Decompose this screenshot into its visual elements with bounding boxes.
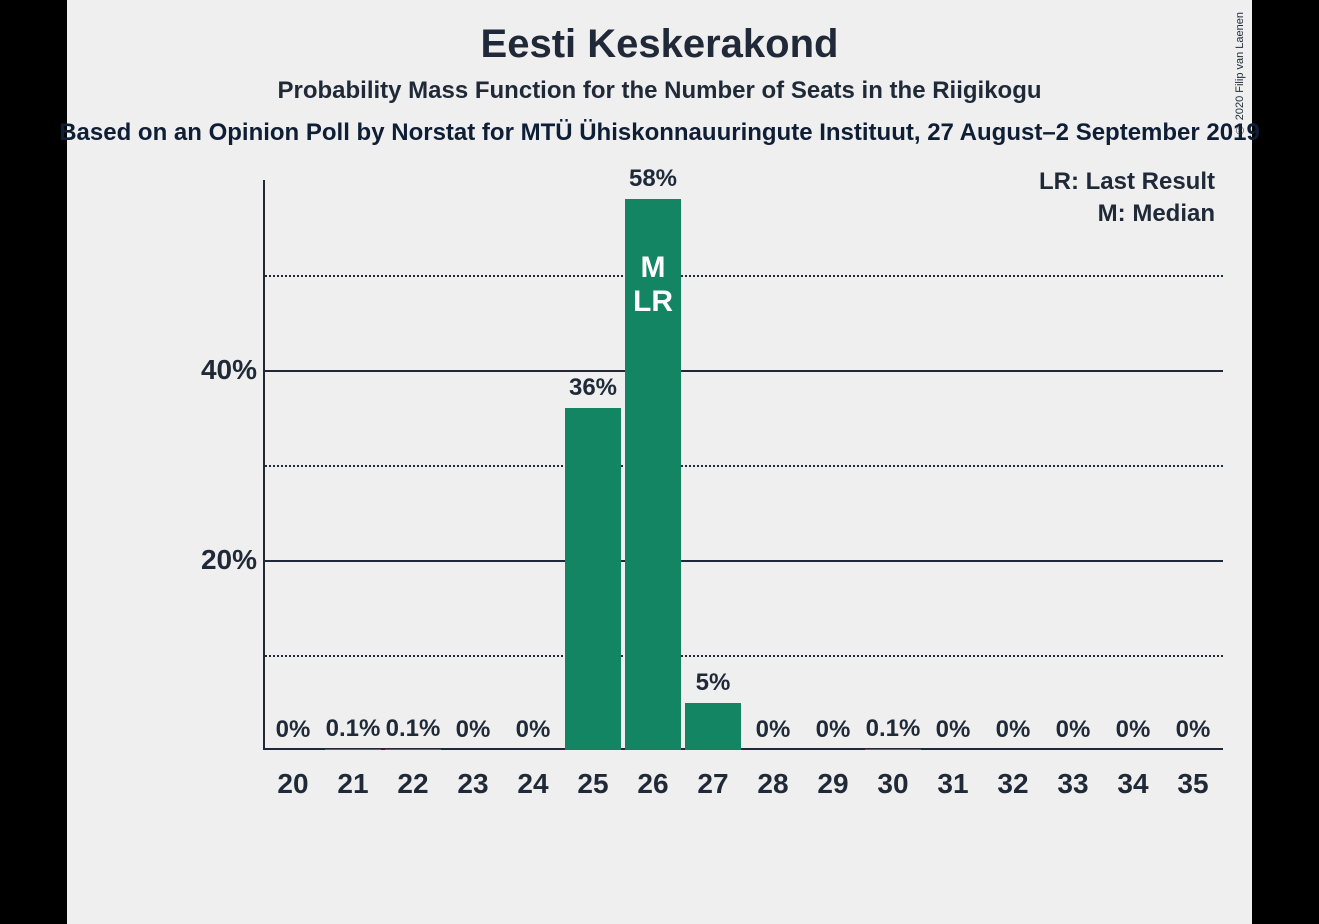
x-axis-label: 26 xyxy=(623,768,683,800)
x-axis-label: 27 xyxy=(683,768,743,800)
x-axis-label: 29 xyxy=(803,768,863,800)
bar-value-label: 36% xyxy=(563,374,623,402)
chart-area: 0%0.1%0.1%0%0%36%58%MLR5%0%0%0.1%0%0%0%0… xyxy=(185,180,1225,800)
bar-value-label: 0% xyxy=(743,716,803,744)
x-axis-label: 21 xyxy=(323,768,383,800)
legend-item: LR: Last Result xyxy=(1039,168,1215,196)
chart-frame: Eesti Keskerakond Probability Mass Funct… xyxy=(0,0,1319,924)
bar-value-label: 0% xyxy=(503,716,563,744)
bar xyxy=(385,749,441,750)
bars-container: 0%0.1%0.1%0%0%36%58%MLR5%0%0%0.1%0%0%0%0… xyxy=(263,180,1223,750)
bar-value-label: 5% xyxy=(683,669,743,697)
chart-subtitle: Probability Mass Function for the Number… xyxy=(67,77,1252,105)
y-axis-label: 20% xyxy=(201,544,257,576)
bar xyxy=(565,408,621,750)
bar-value-label: 0% xyxy=(983,716,1043,744)
y-axis-label: 40% xyxy=(201,354,257,386)
x-axis-label: 34 xyxy=(1103,768,1163,800)
bar-value-label: 0% xyxy=(923,716,983,744)
bar-value-label: 0% xyxy=(263,716,323,744)
legend-item: M: Median xyxy=(1039,200,1215,228)
x-axis-label: 33 xyxy=(1043,768,1103,800)
copyright-text: © 2020 Filip van Laenen xyxy=(1234,12,1246,135)
x-axis-label: 25 xyxy=(563,768,623,800)
x-axis-label: 22 xyxy=(383,768,443,800)
bar xyxy=(325,749,381,750)
chart-title: Eesti Keskerakond xyxy=(67,0,1252,67)
x-axis-label: 31 xyxy=(923,768,983,800)
legend: LR: Last Result M: Median xyxy=(1039,168,1215,232)
chart-subtext: Based on an Opinion Poll by Norstat for … xyxy=(59,119,1260,147)
x-axis-label: 35 xyxy=(1163,768,1223,800)
bar-value-label: 0% xyxy=(1103,716,1163,744)
x-axis-label: 32 xyxy=(983,768,1043,800)
x-axis-label: 30 xyxy=(863,768,923,800)
bar xyxy=(865,749,921,750)
x-axis-label: 23 xyxy=(443,768,503,800)
chart-canvas: Eesti Keskerakond Probability Mass Funct… xyxy=(67,0,1252,924)
x-axis-label: 28 xyxy=(743,768,803,800)
bar-value-label: 0.1% xyxy=(323,715,383,743)
x-axis-label: 24 xyxy=(503,768,563,800)
bar-value-label: 0% xyxy=(1163,716,1223,744)
bar-value-label: 0% xyxy=(803,716,863,744)
bar-value-label: 0% xyxy=(443,716,503,744)
bar-value-label: 0.1% xyxy=(863,715,923,743)
bar-value-label: 0% xyxy=(1043,716,1103,744)
bar xyxy=(685,703,741,751)
median-marker: MLR xyxy=(623,251,683,319)
x-axis-label: 20 xyxy=(263,768,323,800)
bar-value-label: 58% xyxy=(623,165,683,193)
bar-value-label: 0.1% xyxy=(383,715,443,743)
